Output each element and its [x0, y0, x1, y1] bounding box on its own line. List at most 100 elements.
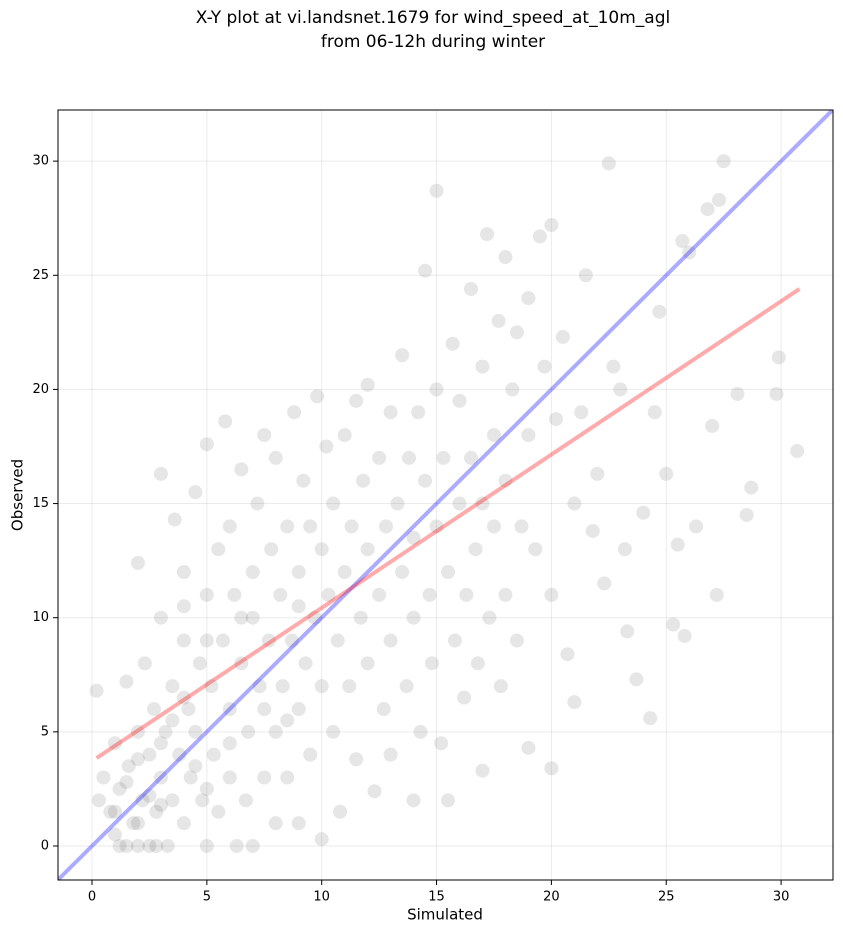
- scatter-point: [314, 679, 329, 694]
- plot-area: [58, 110, 833, 880]
- scatter-point: [383, 405, 398, 420]
- scatter-point: [199, 781, 214, 796]
- scatter-point: [480, 227, 495, 242]
- scatter-point: [241, 724, 256, 739]
- scatter-point: [486, 428, 501, 443]
- scatter-point: [291, 599, 306, 614]
- scatter-point: [215, 633, 230, 648]
- scatter-point: [158, 724, 173, 739]
- scatter-point: [356, 473, 371, 488]
- scatter-point: [590, 466, 605, 481]
- scatter-point: [353, 610, 368, 625]
- scatter-point: [521, 291, 536, 306]
- y-tick-label: 15: [32, 496, 49, 511]
- scatter-point: [521, 740, 536, 755]
- scatter-point: [406, 610, 421, 625]
- scatter-point: [137, 656, 152, 671]
- scatter-point: [457, 690, 472, 705]
- scatter-point: [153, 610, 168, 625]
- scatter-point: [199, 587, 214, 602]
- scatter-point: [521, 428, 536, 443]
- scatter-point: [463, 281, 478, 296]
- scatter-point: [326, 724, 341, 739]
- scatter-point: [544, 761, 559, 776]
- scatter-point: [176, 633, 191, 648]
- scatter-point: [199, 437, 214, 452]
- scatter-point: [349, 393, 364, 408]
- scatter-point: [709, 587, 724, 602]
- scatter-point: [744, 480, 759, 495]
- scatter-point: [238, 793, 253, 808]
- scatter-point: [153, 466, 168, 481]
- scatter-point: [291, 816, 306, 831]
- scatter-point: [360, 377, 375, 392]
- scatter-point: [597, 576, 612, 591]
- scatter-point: [452, 393, 467, 408]
- y-tick-label: 30: [32, 154, 49, 169]
- scatter-point: [493, 679, 508, 694]
- scatter-point: [652, 304, 667, 319]
- scatter-point: [307, 610, 322, 625]
- scatter-point: [188, 759, 203, 774]
- scatter-point: [172, 747, 187, 762]
- scatter-point: [284, 633, 299, 648]
- scatter-point: [314, 542, 329, 557]
- scatter-point: [730, 386, 745, 401]
- scatter-point: [280, 519, 295, 534]
- scatter-point: [126, 816, 141, 831]
- scatter-point: [234, 610, 249, 625]
- scatter-point: [211, 804, 226, 819]
- scatter-point: [537, 359, 552, 374]
- scatter-point: [418, 473, 433, 488]
- scatter-point: [91, 793, 106, 808]
- scatter-point: [222, 770, 237, 785]
- scatter-point: [482, 610, 497, 625]
- scatter-point: [130, 752, 145, 767]
- scatter-point: [509, 325, 524, 340]
- x-tick-label: 25: [658, 890, 675, 905]
- scatter-point: [167, 512, 182, 527]
- scatter-point: [160, 838, 175, 853]
- scatter-point: [629, 672, 644, 687]
- scatter-point: [486, 519, 501, 534]
- scatter-point: [475, 496, 490, 511]
- scatter-point: [390, 496, 405, 511]
- scatter-point: [153, 797, 168, 812]
- scatter-point: [321, 587, 336, 602]
- scatter-point: [250, 496, 265, 511]
- scatter-point: [712, 192, 727, 207]
- scatter-point: [176, 690, 191, 705]
- scatter-point: [498, 587, 513, 602]
- x-tick-label: 0: [88, 890, 96, 905]
- scatter-point: [319, 439, 334, 454]
- y-tick-label: 25: [32, 268, 49, 283]
- x-tick-label: 30: [773, 890, 790, 905]
- scatter-point: [422, 587, 437, 602]
- scatter-point: [429, 183, 444, 198]
- x-tick-label: 15: [428, 890, 445, 905]
- chart-subtitle: from 06-12h during winter: [321, 32, 545, 52]
- scatter-point: [548, 412, 563, 427]
- scatter-point: [314, 832, 329, 847]
- scatter-point: [613, 382, 628, 397]
- x-tick-label: 10: [313, 890, 330, 905]
- scatter-point: [528, 542, 543, 557]
- scatter-point: [280, 770, 295, 785]
- scatter-point: [578, 268, 593, 283]
- scatter-point: [585, 523, 600, 538]
- scatter-point: [330, 633, 345, 648]
- scatter-point: [468, 542, 483, 557]
- scatter-point: [165, 793, 180, 808]
- scatter-point: [280, 713, 295, 728]
- scatter-point: [475, 359, 490, 374]
- scatter-point: [560, 647, 575, 662]
- scatter-point: [574, 405, 589, 420]
- scatter-point: [273, 587, 288, 602]
- scatter-point: [544, 218, 559, 233]
- scatter-point: [544, 587, 559, 602]
- scatter-point: [192, 656, 207, 671]
- scatter-point: [700, 202, 715, 217]
- scatter-point: [514, 519, 529, 534]
- scatter-point: [176, 816, 191, 831]
